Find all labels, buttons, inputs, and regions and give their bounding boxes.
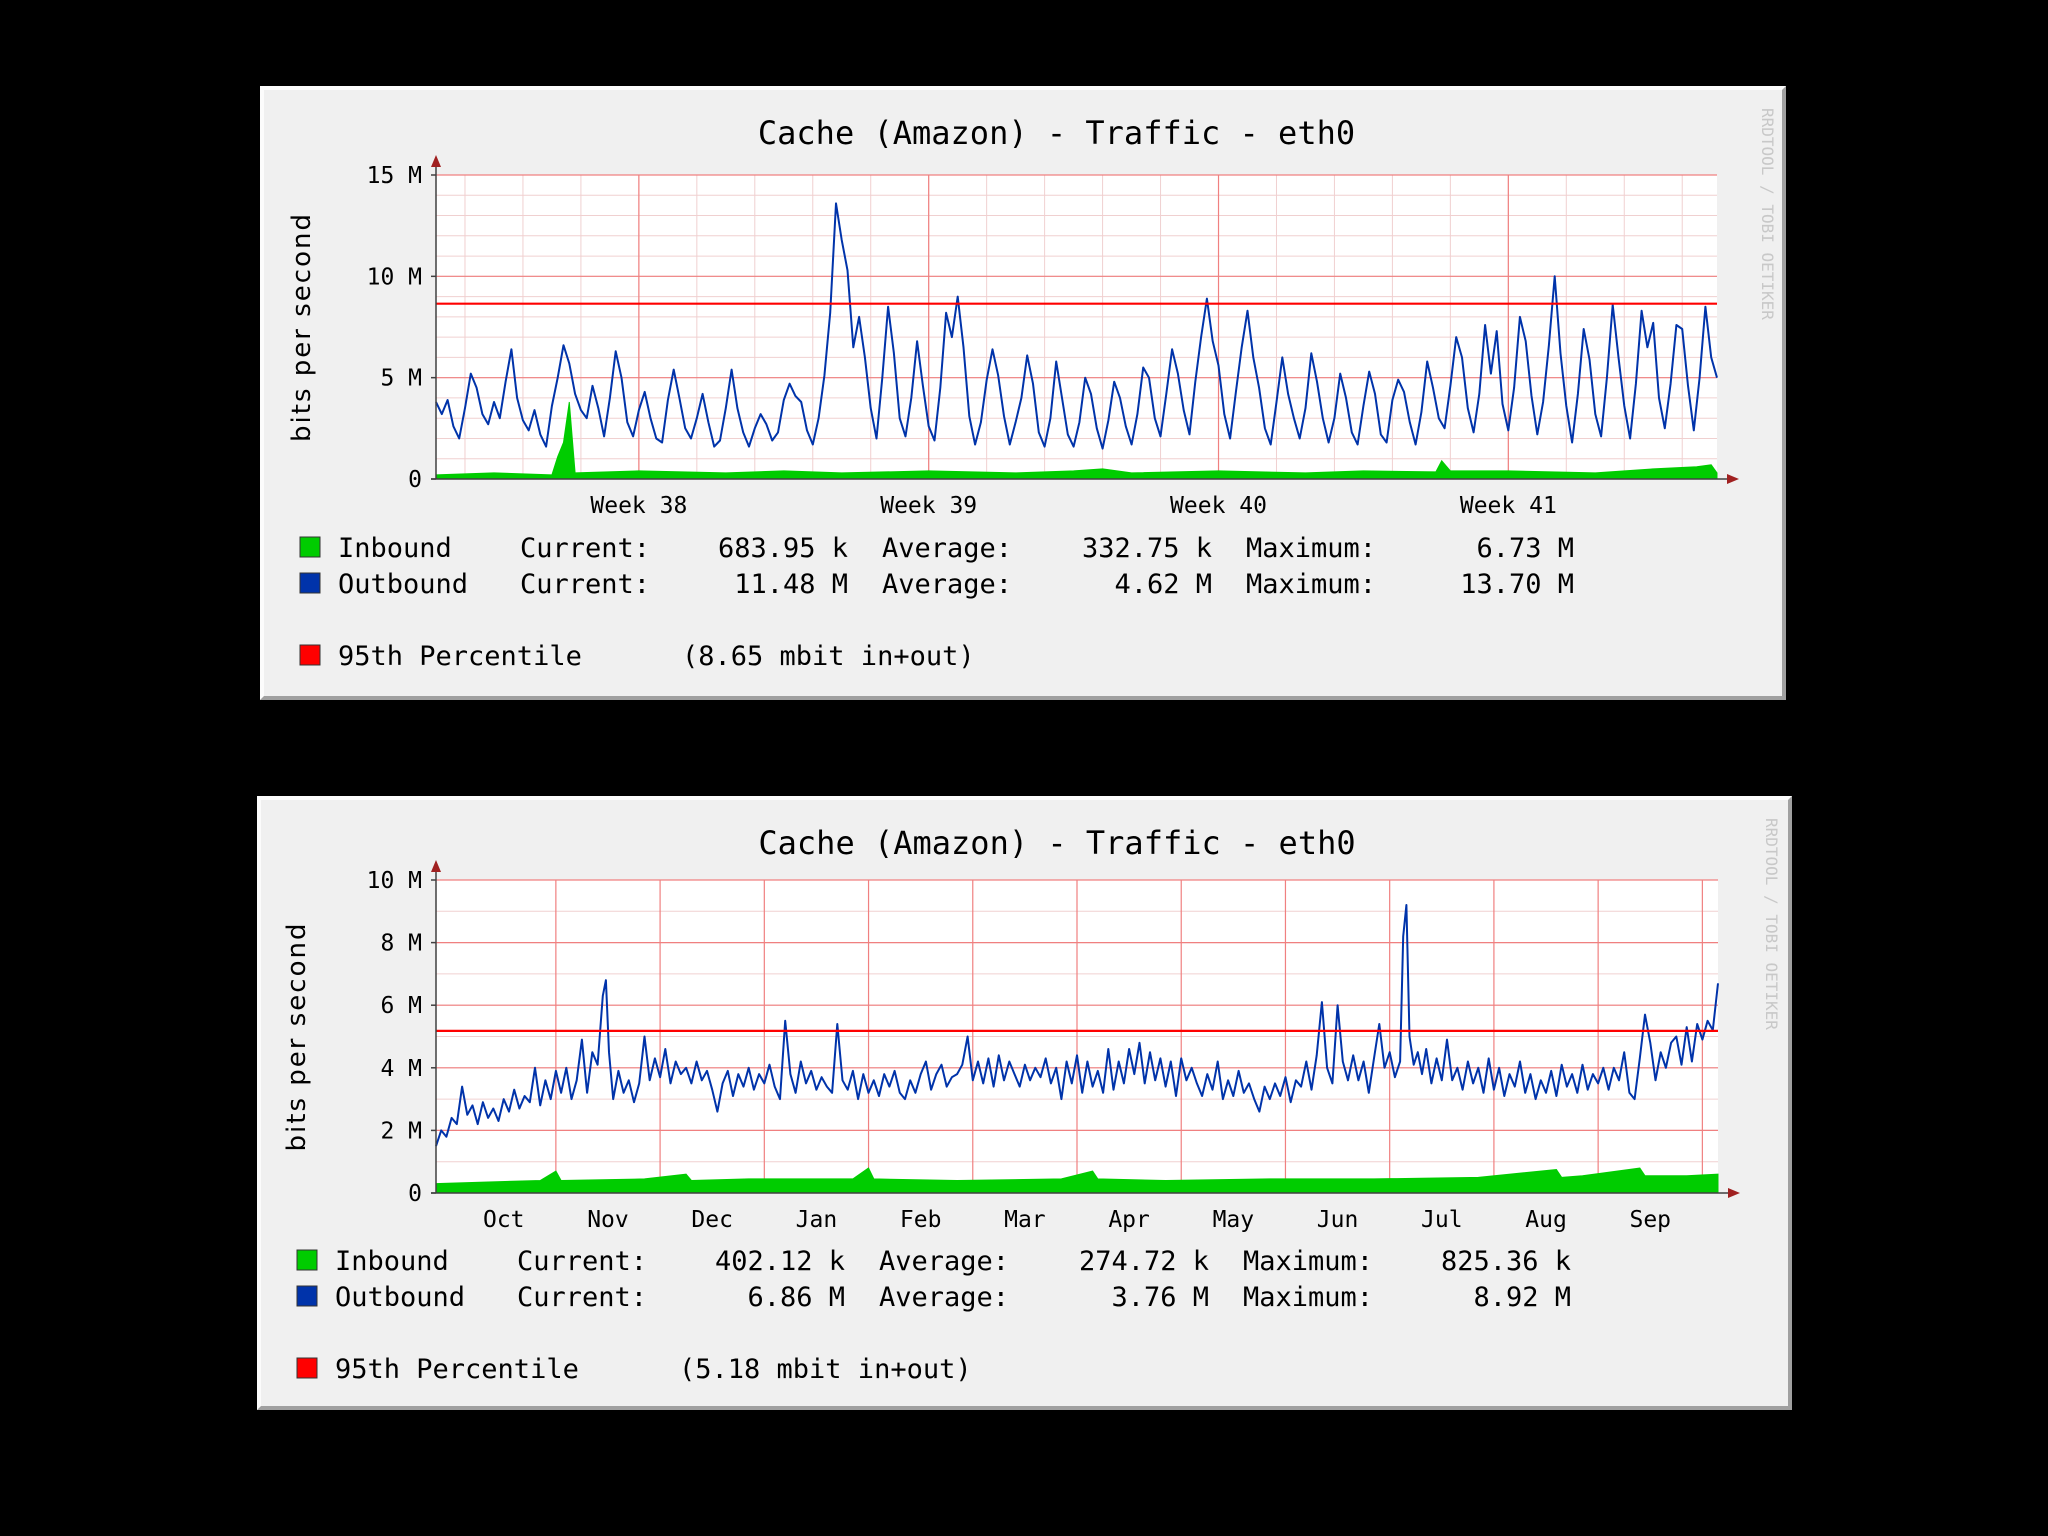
x-tick-label: Nov <box>587 1207 629 1233</box>
legend-current-value: 683.95 k <box>718 533 848 564</box>
legend-swatch <box>299 536 321 558</box>
x-axis-arrow <box>1728 1188 1740 1198</box>
legend-maximum-label: Maximum: <box>1246 533 1376 564</box>
y-tick-label: 10 M <box>367 264 422 290</box>
series-inbound-area <box>435 401 1718 480</box>
x-tick-label: Aug <box>1525 1207 1567 1233</box>
legend-current-label: Current: <box>517 1282 647 1313</box>
series-outbound-line <box>435 202 1718 450</box>
x-tick-label: Mar <box>1004 1207 1046 1233</box>
yearly-traffic-chart-panel: Cache (Amazon) - Traffic - eth0 RRDTOOL /… <box>257 796 1792 1410</box>
legend-label: Outbound <box>338 569 468 600</box>
legend-average-label: Average: <box>882 533 1012 564</box>
legend-average-label: Average: <box>882 569 1012 600</box>
x-tick-label: Week 39 <box>880 493 977 519</box>
legend-maximum-label: Maximum: <box>1243 1246 1373 1277</box>
legend-average-value: 274.72 k <box>1079 1246 1209 1277</box>
chart-title: Cache (Amazon) - Traffic - eth0 <box>758 824 1355 862</box>
legend-swatch <box>296 1285 318 1307</box>
y-tick-label: 4 M <box>380 1056 422 1082</box>
legend-swatch <box>296 1249 318 1271</box>
legend-maximum-value: 825.36 k <box>1441 1246 1571 1277</box>
legend-maximum-value: 13.70 M <box>1460 569 1574 600</box>
legend-percentile-label: 95th Percentile <box>338 641 582 672</box>
y-axis-label: bits per second <box>287 212 317 442</box>
x-tick-label: Jan <box>796 1207 838 1233</box>
legend-current-value: 6.86 M <box>747 1282 845 1313</box>
y-tick-label: 10 M <box>367 868 422 894</box>
x-axis-arrow <box>1727 474 1739 484</box>
y-tick-label: 0 <box>408 467 422 493</box>
plot-area <box>436 175 1717 479</box>
x-tick-label: Apr <box>1108 1207 1150 1233</box>
legend-current-value: 402.12 k <box>715 1246 845 1277</box>
legend-current-label: Current: <box>517 1246 647 1277</box>
x-tick-label: Feb <box>900 1207 942 1233</box>
weekly-traffic-chart: Cache (Amazon) - Traffic - eth0 RRDTOOL /… <box>287 108 1777 672</box>
y-tick-label: 8 M <box>380 931 422 957</box>
chart-title: Cache (Amazon) - Traffic - eth0 <box>758 114 1355 152</box>
legend-current-label: Current: <box>520 533 650 564</box>
watermark: RRDTOOL / TOBI OETIKER <box>1762 818 1781 1030</box>
x-tick-label: May <box>1213 1207 1255 1233</box>
legend-maximum-label: Maximum: <box>1243 1282 1373 1313</box>
legend-average-value: 3.76 M <box>1111 1282 1209 1313</box>
y-tick-label: 5 M <box>380 366 422 392</box>
legend-label: Inbound <box>338 533 452 564</box>
x-tick-label: Dec <box>691 1207 733 1233</box>
yearly-traffic-chart: Cache (Amazon) - Traffic - eth0 RRDTOOL /… <box>282 818 1781 1385</box>
x-tick-label: Jul <box>1421 1207 1463 1233</box>
y-tick-label: 0 <box>408 1181 422 1207</box>
legend-maximum-label: Maximum: <box>1246 569 1376 600</box>
y-tick-label: 15 M <box>367 163 422 189</box>
y-tick-label: 2 M <box>380 1118 422 1144</box>
legend-percentile-label: 95th Percentile <box>335 1354 579 1385</box>
y-axis-arrow <box>431 860 441 872</box>
legend-average-value: 332.75 k <box>1082 533 1212 564</box>
y-axis-label: bits per second <box>282 922 312 1152</box>
legend-current-label: Current: <box>520 569 650 600</box>
watermark: RRDTOOL / TOBI OETIKER <box>1758 108 1777 320</box>
y-axis-arrow <box>431 155 441 167</box>
series-inbound-area <box>435 1167 1719 1194</box>
legend-average-label: Average: <box>879 1282 1009 1313</box>
legend-current-value: 11.48 M <box>734 569 848 600</box>
legend-swatch <box>296 1357 318 1379</box>
x-tick-label: Sep <box>1629 1207 1671 1233</box>
legend-percentile-detail: (8.65 mbit in+out) <box>682 641 975 672</box>
legend-average-value: 4.62 M <box>1114 569 1212 600</box>
x-tick-label: Week 40 <box>1170 493 1267 519</box>
legend-swatch <box>299 572 321 594</box>
x-tick-label: Oct <box>483 1207 525 1233</box>
y-tick-label: 6 M <box>380 993 422 1019</box>
x-tick-label: Week 41 <box>1460 493 1557 519</box>
series-outbound-line <box>435 904 1719 1147</box>
x-tick-label: Week 38 <box>590 493 687 519</box>
legend-maximum-value: 8.92 M <box>1473 1282 1571 1313</box>
legend-average-label: Average: <box>879 1246 1009 1277</box>
legend-label: Inbound <box>335 1246 449 1277</box>
legend-maximum-value: 6.73 M <box>1476 533 1574 564</box>
legend-percentile-detail: (5.18 mbit in+out) <box>679 1354 972 1385</box>
legend-swatch <box>299 644 321 666</box>
weekly-traffic-chart-panel: Cache (Amazon) - Traffic - eth0 RRDTOOL /… <box>260 86 1786 700</box>
x-tick-label: Jun <box>1317 1207 1359 1233</box>
legend-label: Outbound <box>335 1282 465 1313</box>
